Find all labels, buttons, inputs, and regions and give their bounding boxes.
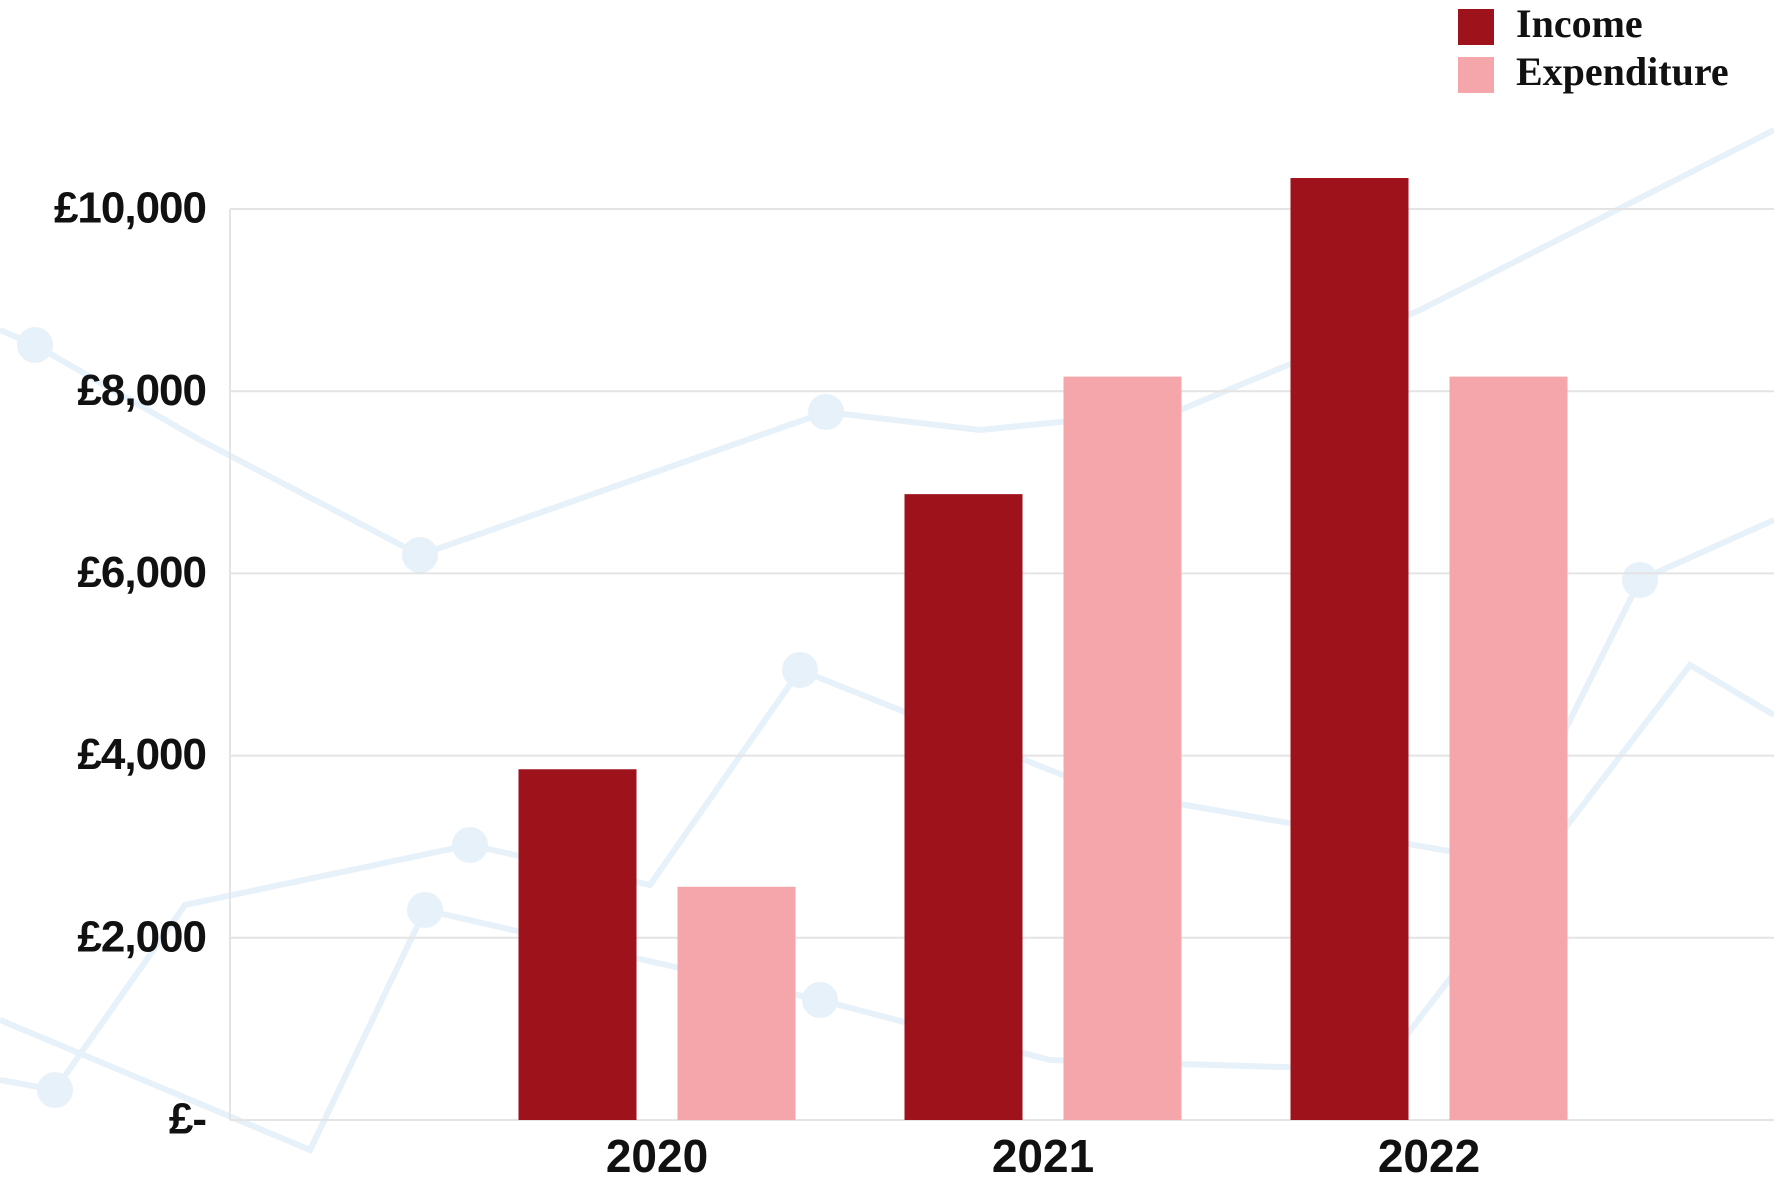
y-tick-label: £10,000 xyxy=(54,184,206,233)
y-tick-label: £4,000 xyxy=(77,730,206,779)
bar xyxy=(904,494,1023,1120)
legend-label: Income xyxy=(1516,1,1643,46)
legend-label: Expenditure xyxy=(1516,49,1729,94)
legend-swatch xyxy=(1458,57,1494,93)
legend-swatch xyxy=(1458,9,1494,45)
y-tick-label: £- xyxy=(169,1095,206,1144)
bar xyxy=(518,769,637,1120)
x-tick-label: 2021 xyxy=(992,1130,1094,1182)
x-tick-label: 2022 xyxy=(1378,1130,1480,1182)
x-tick-label: 2020 xyxy=(606,1130,708,1182)
y-tick-label: £6,000 xyxy=(77,548,206,597)
y-tick-label: £8,000 xyxy=(77,366,206,415)
bar xyxy=(677,886,796,1120)
bar xyxy=(1449,376,1568,1120)
y-tick-label: £2,000 xyxy=(77,912,206,961)
bar xyxy=(1290,178,1409,1120)
bar xyxy=(1063,376,1182,1120)
